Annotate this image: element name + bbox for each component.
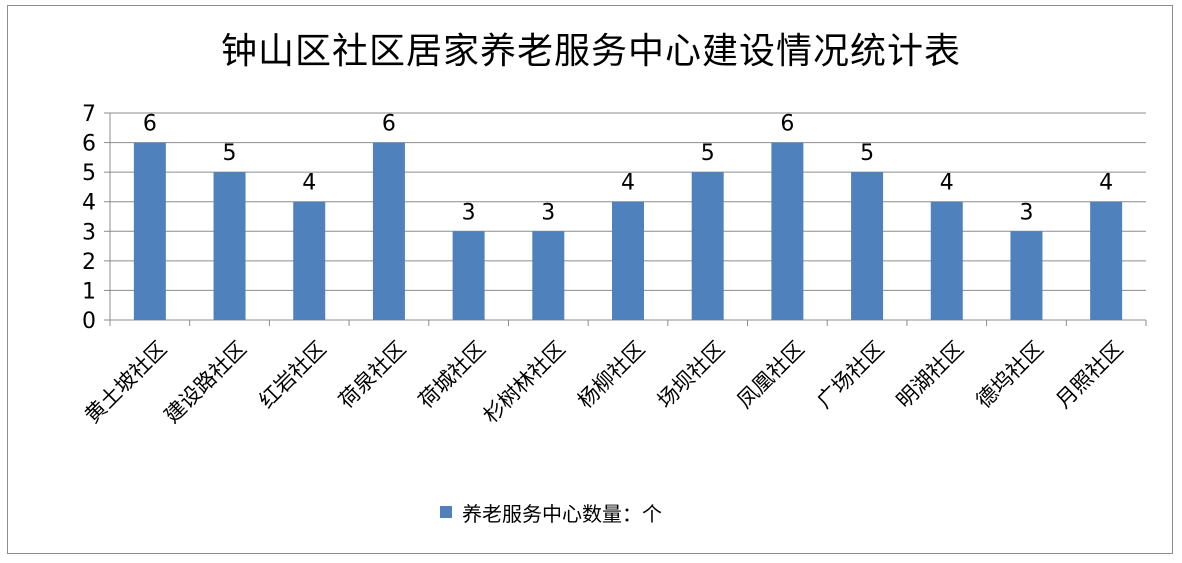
bar xyxy=(133,142,166,320)
data-label: 4 xyxy=(940,171,954,196)
bar xyxy=(293,201,326,320)
chart-frame xyxy=(7,5,1173,554)
bar xyxy=(372,142,405,320)
y-tick-label: 7 xyxy=(82,102,96,127)
bar xyxy=(213,172,246,320)
bar xyxy=(532,231,565,320)
bar xyxy=(1010,231,1043,320)
x-category-label: 凤凰社区 xyxy=(733,337,809,413)
x-category-label: 荷泉社区 xyxy=(334,337,410,413)
data-label: 4 xyxy=(1099,171,1113,196)
y-tick-label: 6 xyxy=(82,132,96,157)
data-label: 5 xyxy=(223,141,237,166)
y-tick-label: 0 xyxy=(82,309,96,334)
y-tick-label: 3 xyxy=(82,220,96,245)
x-category-label: 明湖社区 xyxy=(892,337,968,413)
bar xyxy=(1090,201,1123,320)
y-tick-label: 5 xyxy=(82,161,96,186)
bar xyxy=(851,172,884,320)
bar xyxy=(930,201,963,320)
data-label: 6 xyxy=(143,112,157,137)
legend-swatch xyxy=(440,506,452,518)
x-category-label: 杉树林社区 xyxy=(479,337,570,428)
data-label: 3 xyxy=(541,200,555,225)
data-label: 5 xyxy=(860,141,874,166)
bar xyxy=(691,172,724,320)
data-label: 4 xyxy=(302,171,316,196)
bar xyxy=(771,142,804,320)
y-tick-label: 4 xyxy=(82,191,96,216)
y-tick-label: 1 xyxy=(82,279,96,304)
chart-title: 钟山区社区居家养老服务中心建设情况统计表 xyxy=(220,31,961,72)
data-label: 3 xyxy=(462,200,476,225)
data-label: 3 xyxy=(1019,200,1033,225)
x-category-label: 红岩社区 xyxy=(254,337,330,413)
data-label: 5 xyxy=(701,141,715,166)
data-label: 4 xyxy=(621,171,635,196)
legend: 养老服务中心数量：个 xyxy=(440,500,662,526)
x-category-label: 荷城社区 xyxy=(414,337,490,413)
data-label: 6 xyxy=(780,112,794,137)
data-label: 6 xyxy=(382,112,396,137)
x-category-label: 广场社区 xyxy=(812,337,888,413)
x-category-label: 建设路社区 xyxy=(160,337,251,428)
legend-label: 养老服务中心数量：个 xyxy=(462,501,662,526)
bar xyxy=(612,201,644,320)
x-category-label: 杨柳社区 xyxy=(573,337,649,413)
x-category-label: 黄土坡社区 xyxy=(80,337,171,428)
bar xyxy=(452,231,485,320)
x-category-label: 德坞社区 xyxy=(972,337,1048,413)
x-category-label: 场坝社区 xyxy=(653,337,729,413)
y-tick-label: 2 xyxy=(82,250,96,275)
x-category-label: 月照社区 xyxy=(1051,337,1127,413)
